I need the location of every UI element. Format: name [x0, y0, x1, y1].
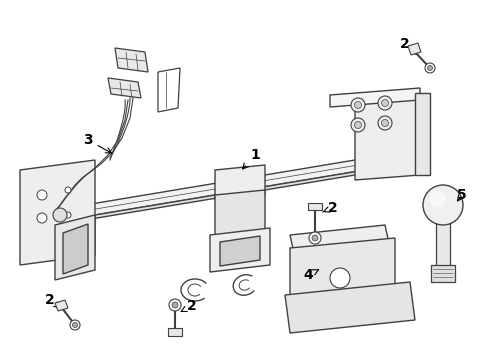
Polygon shape — [330, 88, 420, 107]
Circle shape — [73, 323, 77, 328]
Circle shape — [312, 235, 318, 241]
Text: 2: 2 — [323, 201, 338, 215]
Polygon shape — [55, 165, 395, 225]
Circle shape — [37, 190, 47, 200]
Polygon shape — [285, 282, 415, 333]
Circle shape — [65, 187, 71, 193]
Polygon shape — [215, 165, 265, 200]
Text: 2: 2 — [181, 299, 197, 313]
Text: 3: 3 — [83, 133, 112, 153]
Circle shape — [309, 232, 321, 244]
Polygon shape — [108, 78, 141, 98]
Polygon shape — [290, 238, 395, 315]
Circle shape — [351, 118, 365, 132]
Circle shape — [425, 63, 435, 73]
Polygon shape — [168, 328, 182, 336]
Polygon shape — [408, 43, 421, 55]
Text: 2: 2 — [45, 293, 60, 308]
Circle shape — [378, 96, 392, 110]
Polygon shape — [55, 215, 95, 280]
Polygon shape — [436, 220, 450, 270]
Text: 4: 4 — [303, 268, 318, 282]
Circle shape — [169, 299, 181, 311]
Circle shape — [53, 208, 67, 222]
Polygon shape — [290, 225, 390, 258]
Circle shape — [70, 320, 80, 330]
Polygon shape — [115, 48, 148, 72]
Text: 2: 2 — [400, 37, 417, 54]
Circle shape — [423, 185, 463, 225]
Polygon shape — [215, 190, 265, 240]
Circle shape — [382, 99, 389, 107]
Circle shape — [427, 66, 433, 71]
Circle shape — [430, 191, 446, 207]
Text: 1: 1 — [243, 148, 260, 169]
Polygon shape — [55, 300, 68, 311]
Circle shape — [37, 213, 47, 223]
Polygon shape — [210, 228, 270, 272]
Polygon shape — [415, 93, 430, 175]
Polygon shape — [20, 160, 95, 265]
Circle shape — [354, 122, 362, 129]
Text: 5: 5 — [457, 188, 467, 202]
Polygon shape — [158, 68, 180, 112]
Circle shape — [65, 212, 71, 218]
Polygon shape — [220, 236, 260, 266]
Circle shape — [172, 302, 178, 308]
Polygon shape — [63, 224, 88, 274]
Circle shape — [330, 268, 350, 288]
Polygon shape — [308, 203, 322, 210]
Polygon shape — [355, 95, 420, 180]
Circle shape — [378, 116, 392, 130]
Polygon shape — [431, 265, 455, 282]
Circle shape — [382, 120, 389, 126]
Polygon shape — [55, 155, 395, 220]
Circle shape — [354, 102, 362, 108]
Circle shape — [351, 98, 365, 112]
